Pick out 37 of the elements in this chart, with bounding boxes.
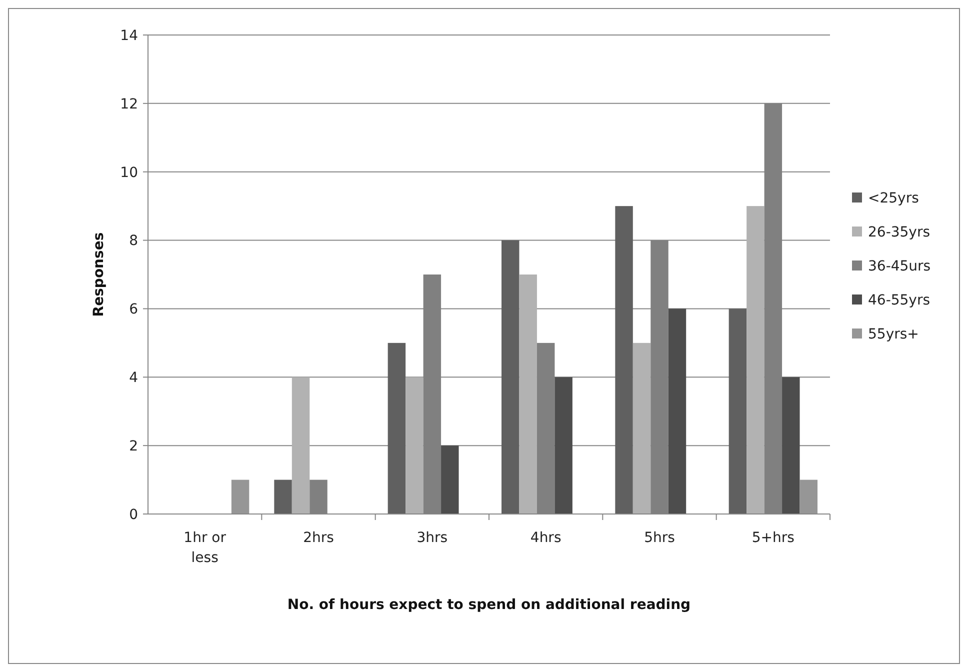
x-tick-label: 5+hrs bbox=[752, 530, 794, 546]
bar bbox=[406, 377, 424, 514]
legend-label: 55yrs+ bbox=[868, 326, 919, 342]
y-tick-label: 2 bbox=[129, 438, 138, 454]
y-axis-title: Responses bbox=[91, 232, 107, 317]
x-tick-label: 2hrs bbox=[303, 530, 334, 546]
y-tick-label: 8 bbox=[129, 233, 138, 250]
x-tick-label: 3hrs bbox=[416, 530, 448, 546]
y-tick-label: 14 bbox=[120, 28, 138, 44]
legend-label: <25yrs bbox=[868, 190, 919, 206]
x-axis-title: No. of hours expect to spend on additional reading bbox=[287, 597, 691, 613]
legend-label: 46-55yrs bbox=[868, 292, 930, 308]
legend-label: 36-45urs bbox=[868, 258, 931, 274]
bar bbox=[554, 377, 572, 514]
x-tick-label: 5hrs bbox=[644, 530, 675, 546]
y-tick-label: 12 bbox=[120, 96, 138, 112]
x-tick-label: 1hr or less bbox=[184, 530, 226, 566]
bar bbox=[728, 308, 747, 514]
bar bbox=[441, 446, 459, 514]
bar bbox=[502, 240, 520, 514]
bar bbox=[800, 480, 818, 514]
bar bbox=[615, 206, 633, 514]
y-tick-label: 6 bbox=[129, 302, 138, 318]
bar bbox=[388, 342, 406, 514]
y-tick-label: 10 bbox=[120, 164, 138, 181]
bar bbox=[782, 377, 800, 514]
bar bbox=[632, 342, 651, 514]
x-tick-label: 4hrs bbox=[530, 530, 562, 546]
bar bbox=[746, 206, 764, 514]
bar bbox=[292, 377, 310, 514]
y-tick-label: 0 bbox=[129, 506, 138, 523]
bar bbox=[231, 480, 250, 514]
bar bbox=[274, 480, 292, 514]
legend-label: 26-35yrs bbox=[868, 224, 930, 240]
bar bbox=[668, 308, 686, 514]
y-tick-label: 4 bbox=[129, 370, 138, 386]
bar bbox=[519, 274, 537, 514]
